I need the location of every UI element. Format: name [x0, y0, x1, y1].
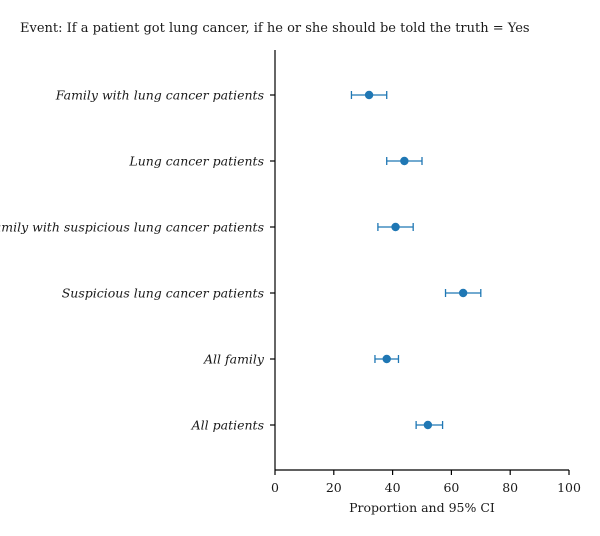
category-label: Suspicious lung cancer patients: [62, 286, 264, 301]
x-tick-label: 0: [271, 480, 279, 495]
category-label: Lung cancer patients: [128, 154, 264, 169]
category-label: Family with lung cancer patients: [55, 88, 264, 103]
x-tick-label: 80: [502, 480, 518, 495]
x-axis-label: Proportion and 95% CI: [349, 500, 495, 515]
estimate-point: [364, 90, 374, 100]
estimate-point: [423, 420, 433, 430]
x-tick-label: 40: [385, 480, 401, 495]
x-tick-label: 20: [326, 480, 342, 495]
estimate-point: [391, 222, 400, 232]
x-tick-label: 100: [557, 480, 581, 495]
category-label: All patients: [191, 418, 264, 433]
estimate-point: [382, 354, 391, 364]
estimate-point: [400, 156, 409, 166]
x-tick-label: 60: [443, 480, 459, 495]
chart-title: Event: If a patient got lung cancer, if …: [20, 21, 530, 36]
category-label: Family with suspicious lung cancer patie…: [0, 220, 264, 235]
category-label: All family: [203, 352, 265, 367]
estimate-point: [458, 288, 468, 298]
